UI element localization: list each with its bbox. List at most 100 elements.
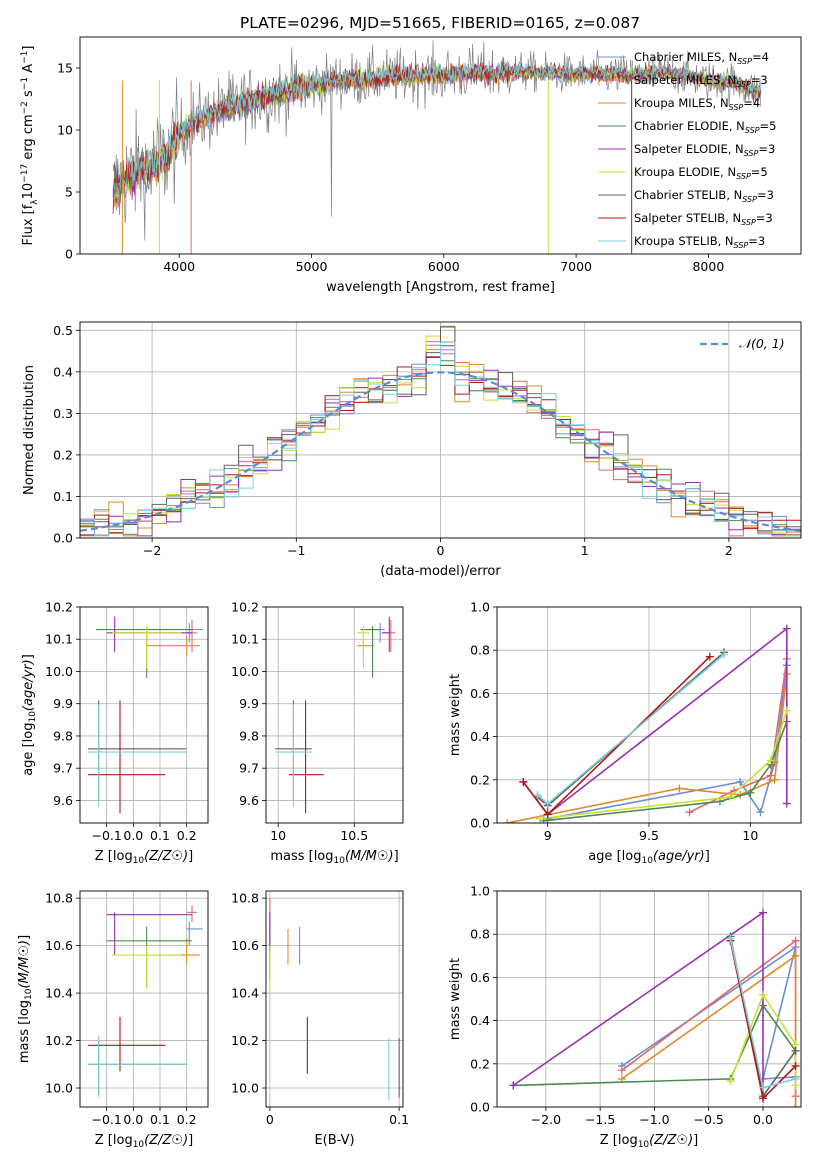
axes-frame bbox=[79, 36, 802, 255]
mass-weight-z-x-label: Z [log10(Z/Z☉)] bbox=[600, 1133, 698, 1150]
series-line bbox=[513, 1003, 797, 1087]
series-kroupa-stelib bbox=[533, 650, 728, 808]
y-tick-label: 0.2 bbox=[53, 447, 73, 462]
series-salpeter-miles bbox=[685, 654, 791, 817]
series-kroupa-stelib bbox=[726, 934, 800, 1092]
x-tick-label: 10 bbox=[742, 828, 758, 843]
x-tick-label: 10.5 bbox=[340, 828, 368, 843]
series-chabrier-stelib bbox=[533, 648, 728, 810]
series-marker bbox=[759, 908, 767, 917]
y-tick-label: 0.8 bbox=[470, 927, 490, 942]
series-salpeter-elodie bbox=[509, 908, 767, 1101]
y-tick-label: 0.2 bbox=[470, 772, 490, 787]
series-marker bbox=[519, 777, 528, 786]
y-tick-label: 0.4 bbox=[53, 364, 73, 379]
series-marker bbox=[736, 777, 745, 786]
y-tick-label: 0.6 bbox=[470, 970, 490, 985]
y-tick-label: 10.2 bbox=[231, 1033, 259, 1048]
x-tick-label: 9 bbox=[544, 828, 552, 843]
series-marker bbox=[503, 819, 512, 823]
point-kroupa-miles bbox=[146, 636, 200, 656]
series-marker bbox=[782, 624, 791, 633]
series-marker bbox=[766, 756, 775, 765]
y-tick-label: 0.0 bbox=[53, 531, 73, 546]
point-salpeter-stelib bbox=[88, 700, 166, 814]
point-chabrier-stelib bbox=[88, 1040, 187, 1096]
legend-label-kroupa-stelib: Kroupa STELIB, NSSP=3 bbox=[634, 234, 765, 250]
x-tick-label: −1.5 bbox=[585, 1112, 615, 1127]
y-tick-label: 9.6 bbox=[239, 793, 259, 808]
plot-area bbox=[112, 40, 762, 254]
plot-area bbox=[269, 898, 400, 1100]
series-marker bbox=[543, 799, 552, 808]
spectrum-y-label: Flux [fλ10−17 erg cm−2 s−1 A−1] bbox=[20, 46, 40, 246]
series-marker bbox=[791, 1074, 800, 1083]
mass-weight-y-label-4: mass weight bbox=[448, 674, 463, 756]
x-tick-label: 9.5 bbox=[639, 828, 659, 843]
x-tick-label: −2 bbox=[143, 543, 161, 558]
panel-mass-weight-vs-Z: −2.0 −1.5 −1.0 −0.5 0.0 0.0 0.2 0.4 0.6 0.8 1.0 mas… bbox=[448, 884, 802, 1150]
point-chabrier-elodie bbox=[96, 626, 192, 678]
series-line bbox=[512, 911, 764, 1097]
series-marker bbox=[719, 650, 728, 659]
axes-frame bbox=[79, 321, 802, 539]
mass-vs-z-y-label: mass [log10(M/M☉)] bbox=[17, 935, 34, 1063]
series-marker bbox=[782, 706, 791, 715]
y-tick-label: 0.5 bbox=[53, 323, 73, 338]
grid bbox=[497, 890, 801, 1108]
point-chabrier-elodie bbox=[106, 926, 192, 989]
histogram-chabrier-stelib bbox=[80, 326, 801, 537]
series-marker bbox=[533, 790, 542, 799]
y-tick-label: 0.8 bbox=[470, 643, 490, 658]
y-tick-label: 1.0 bbox=[470, 600, 490, 615]
plot-area bbox=[88, 905, 203, 1098]
figure-title: PLATE=0296, MJD=51665, FIBERID=0165, z=0… bbox=[240, 14, 640, 32]
y-tick-label: 10.6 bbox=[45, 938, 73, 953]
y-tick-label: 0 bbox=[65, 247, 73, 262]
plot-area bbox=[88, 616, 203, 814]
grid bbox=[80, 891, 208, 1107]
y-tick-label: 10.4 bbox=[231, 986, 259, 1001]
y-tick-label: 9.6 bbox=[53, 793, 73, 808]
y-tick-label: 1.0 bbox=[470, 884, 490, 899]
series-marker bbox=[705, 652, 714, 661]
point-kroupa-stelib bbox=[88, 703, 187, 807]
series-marker bbox=[685, 808, 694, 817]
plot-area bbox=[503, 624, 791, 823]
series-marker bbox=[543, 810, 552, 819]
series-marker bbox=[791, 951, 800, 960]
point-salpeter-elodie bbox=[106, 616, 192, 653]
x-tick-label: 0.0 bbox=[753, 1112, 773, 1127]
panel-age-vs-Z: −0.1 0.0 0.1 0.2 9.6 9.7 9.8 9.9 10.0 10.1 10.2 Z [… bbox=[21, 600, 209, 866]
x-tick-label: 0.0 bbox=[123, 828, 143, 843]
y-tick-label: 0.1 bbox=[53, 489, 73, 504]
spectrum-x-label: wavelength [Angstrom, rest frame] bbox=[326, 280, 555, 295]
series-chabrier-miles bbox=[543, 661, 791, 823]
axes-frame bbox=[265, 890, 404, 1108]
x-tick-label: −0.1 bbox=[91, 828, 121, 843]
plot-area bbox=[509, 908, 800, 1107]
y-tick-label: 9.9 bbox=[239, 696, 259, 711]
series-marker bbox=[782, 799, 791, 808]
y-tick-label: 10 bbox=[57, 123, 73, 138]
x-tick-label: −0.1 bbox=[91, 1112, 121, 1127]
point-chabrier-miles bbox=[186, 921, 203, 946]
point-chabrier-stelib bbox=[88, 700, 187, 801]
axes-frame bbox=[79, 606, 209, 824]
x-tick-label: 0.2 bbox=[177, 1112, 197, 1127]
mass-vs-z-x-label: Z [log10(Z/Z☉)] bbox=[95, 1133, 193, 1150]
legend-label-chabrier-stelib: Chabrier STELIB, NSSP=3 bbox=[634, 188, 774, 204]
legend-label-salpeter-elodie: Salpeter ELODIE, NSSP=3 bbox=[634, 142, 775, 158]
point-kroupa-elodie bbox=[112, 626, 182, 669]
point-kroupa-elodie bbox=[112, 945, 182, 989]
point-salpeter-elodie bbox=[106, 912, 192, 956]
y-tick-label: 0.2 bbox=[470, 1056, 490, 1071]
point-kroupa-stelib bbox=[275, 703, 312, 807]
y-tick-label: 15 bbox=[57, 61, 73, 76]
age-vs-z-y-label: age [log10(age/yr)] bbox=[21, 654, 38, 776]
panel-mass-weight-vs-age: 9 9.5 10 0.0 0.2 0.4 0.6 0.8 1.0 mass weight age [… bbox=[448, 600, 802, 866]
age-vs-mass-x-label: mass [log10(M/M☉)] bbox=[270, 849, 398, 866]
series-salpeter-stelib bbox=[519, 652, 714, 819]
y-tick-label: 9.9 bbox=[53, 696, 73, 711]
legend-label-normal: 𝒩(0, 1) bbox=[739, 336, 785, 351]
